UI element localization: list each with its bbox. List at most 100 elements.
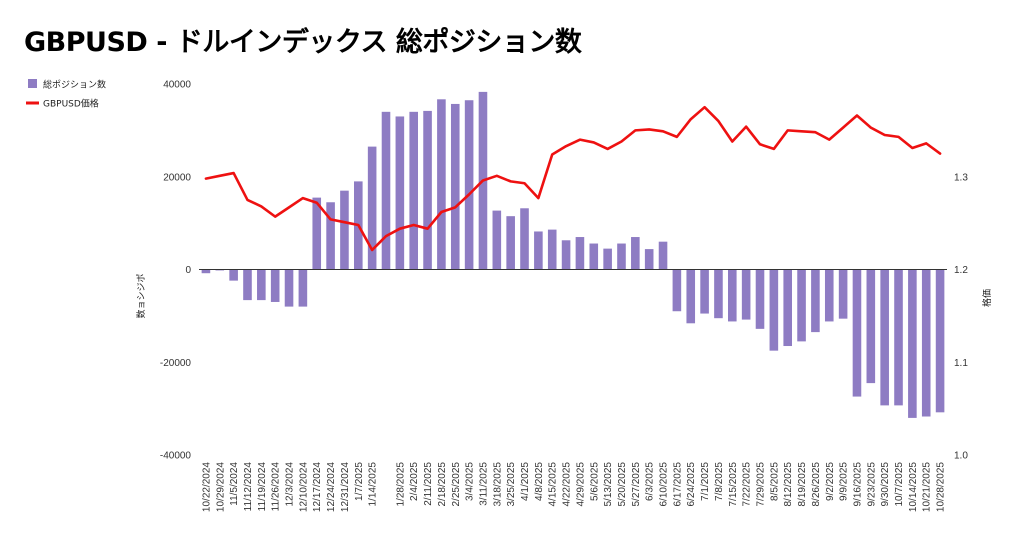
bar <box>381 111 391 270</box>
bar <box>617 243 626 270</box>
bar <box>395 116 405 270</box>
bar <box>908 269 917 418</box>
y-right-tick-label: 1.3 <box>954 172 968 183</box>
bar <box>492 210 502 270</box>
bar <box>270 269 280 302</box>
bar <box>631 237 640 270</box>
legend-swatch-positions <box>28 79 37 88</box>
bar <box>658 241 668 270</box>
y-left-tick-label: -40000 <box>160 451 192 462</box>
bar <box>229 269 238 281</box>
x-tick-label: 1/14/2025 <box>368 462 379 507</box>
bar <box>797 269 806 342</box>
x-tick-label: 2/11/2025 <box>423 462 434 506</box>
bar <box>423 110 432 270</box>
x-tick-label: 2/25/2025 <box>451 462 462 507</box>
bar <box>894 269 903 406</box>
x-tick-label: 12/24/2024 <box>326 462 337 512</box>
x-tick-label: 9/16/2025 <box>852 462 863 507</box>
x-tick-label: 7/29/2025 <box>756 462 767 507</box>
y-left-tick-label: 0 <box>185 265 191 276</box>
x-tick-label: 10/28/2025 <box>936 462 947 512</box>
bar <box>409 111 418 270</box>
x-tick-label: 10/29/2024 <box>215 462 226 512</box>
legend-label-price: GBPUSD価格 <box>43 98 99 110</box>
bar <box>866 269 876 384</box>
bar <box>201 269 211 274</box>
x-tick-label: 6/17/2025 <box>672 462 683 507</box>
y-axis-right-ticks: 1.3 1.2 1.1 1.0 <box>954 172 968 461</box>
x-tick-label: 4/29/2025 <box>575 462 586 507</box>
bar <box>838 269 848 319</box>
bar <box>714 269 723 319</box>
bar <box>700 269 709 314</box>
bar <box>769 269 779 351</box>
y-left-tick-label: 20000 <box>163 172 191 183</box>
x-tick-label: 7/15/2025 <box>728 462 739 507</box>
bar <box>257 269 266 301</box>
x-tick-label: 3/4/2025 <box>465 462 476 501</box>
x-tick-label: 8/12/2025 <box>783 462 794 507</box>
bar <box>464 100 474 270</box>
x-tick-label: 11/19/2024 <box>257 462 268 512</box>
x-tick-label: 12/17/2024 <box>312 462 323 512</box>
bar <box>312 197 322 270</box>
bar <box>644 249 654 270</box>
x-tick-label: 1/28/2025 <box>395 462 406 507</box>
bar <box>520 208 529 270</box>
x-tick-label: 8/26/2025 <box>811 462 822 507</box>
x-tick-label: 11/12/2024 <box>243 462 254 512</box>
bar <box>284 269 294 307</box>
bar <box>534 231 543 270</box>
y-axis-right-title: 格価 <box>981 289 993 307</box>
x-tick-label: 6/10/2025 <box>659 462 670 507</box>
x-tick-label: 9/9/2025 <box>839 462 850 501</box>
bar <box>547 229 557 270</box>
x-tick-label: 4/22/2025 <box>562 462 573 507</box>
x-tick-label: 9/23/2025 <box>866 462 877 507</box>
x-tick-label: 5/6/2025 <box>589 462 600 501</box>
x-tick-label: 6/3/2025 <box>645 462 656 501</box>
x-tick-label: 4/8/2025 <box>534 462 545 501</box>
x-tick-label: 7/8/2025 <box>714 462 725 501</box>
bar-series <box>201 91 945 418</box>
x-tick-label: 2/18/2025 <box>437 462 448 507</box>
y-right-tick-label: 1.1 <box>954 358 968 369</box>
x-tick-label: 1/7/2025 <box>354 462 365 501</box>
x-tick-label: 4/1/2025 <box>520 462 531 501</box>
bar <box>741 269 751 320</box>
x-tick-label: 3/25/2025 <box>506 462 517 507</box>
x-axis-labels: 10/22/2024 10/29/2024 11/5/2024 11/12/2024 1… <box>201 462 946 512</box>
bar <box>811 269 820 333</box>
bar <box>852 269 862 397</box>
bar <box>561 240 571 270</box>
bar <box>824 269 834 322</box>
bar <box>672 269 682 312</box>
x-tick-label: 8/5/2025 <box>769 462 780 501</box>
bar <box>755 269 765 329</box>
y-left-tick-label: -20000 <box>160 358 192 369</box>
x-tick-label: 2/4/2025 <box>409 462 420 501</box>
bar <box>575 237 585 270</box>
x-tick-label: 9/2/2025 <box>825 462 836 501</box>
bar <box>298 269 308 307</box>
x-tick-label: 3/11/2025 <box>478 462 489 506</box>
x-tick-label: 4/15/2025 <box>548 462 559 507</box>
y-right-tick-label: 1.0 <box>954 451 968 462</box>
x-tick-label: 10/7/2025 <box>894 462 905 507</box>
bar <box>880 269 889 406</box>
bar <box>506 216 515 270</box>
bar <box>686 269 696 324</box>
bar <box>921 269 931 417</box>
x-tick-label: 12/31/2024 <box>340 462 351 512</box>
x-tick-label: 12/10/2024 <box>298 462 309 512</box>
bar <box>935 269 945 413</box>
x-tick-label: 10/21/2025 <box>922 462 933 512</box>
x-tick-label: 5/20/2025 <box>617 462 628 507</box>
x-tick-label: 5/13/2025 <box>603 462 614 507</box>
x-tick-label: 10/14/2025 <box>908 462 919 512</box>
bar <box>589 243 599 270</box>
x-tick-label: 7/1/2025 <box>700 462 711 501</box>
legend: 総ポジション数 GBPUSD価格 <box>26 79 106 110</box>
